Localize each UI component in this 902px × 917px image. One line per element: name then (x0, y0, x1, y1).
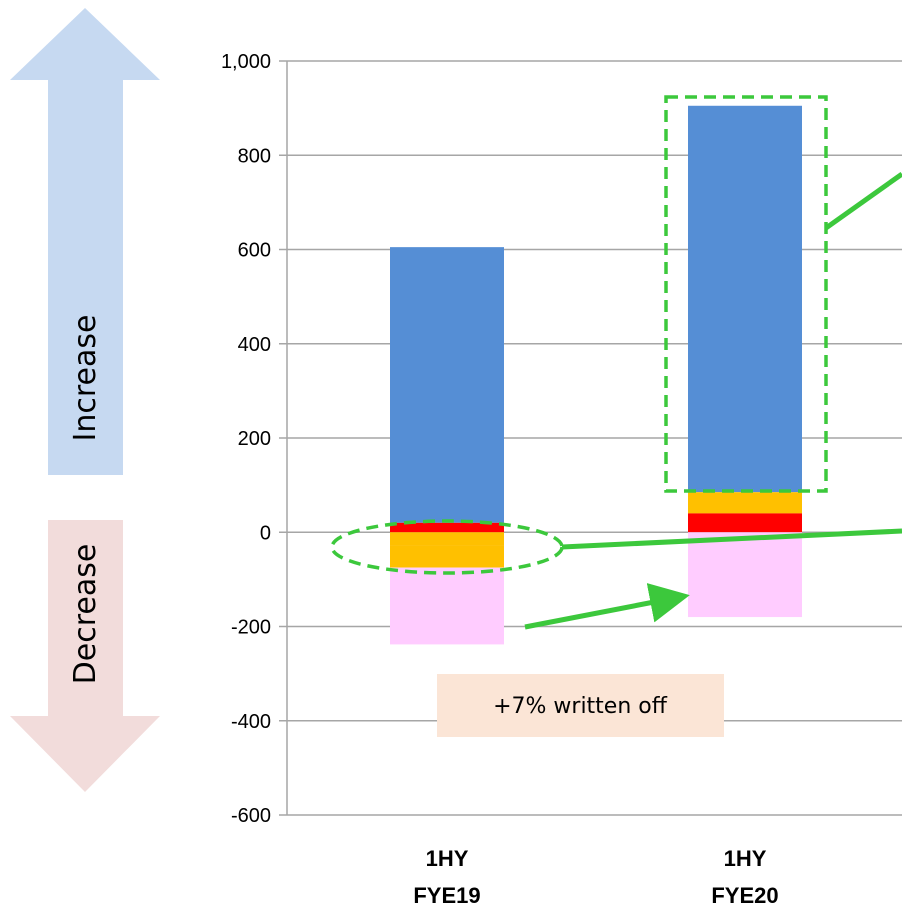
y-tick-label: 400 (238, 334, 271, 356)
y-tick-label: -600 (231, 805, 271, 827)
trend-arrow (524, 583, 690, 630)
y-tick-label: 1,000 (221, 51, 271, 73)
bar-segment (390, 522, 504, 533)
x-axis-categories: 1HY FYE19 1HY FYE20 (413, 846, 778, 908)
bar-segment (390, 247, 504, 523)
decrease-arrow-shape (10, 520, 160, 792)
x-category-label: 1HY (724, 846, 767, 871)
highlight-box-blue (664, 95, 828, 493)
x-category-label: FYE20 (711, 883, 778, 908)
bar-segment (688, 492, 802, 514)
decrease-label: Decrease (68, 544, 103, 685)
y-axis: 1,000 800 600 400 200 0 -200 -400 -600 (221, 51, 288, 827)
increase-label: Increase (68, 315, 103, 442)
note-text: +7% written off (493, 694, 668, 719)
bar-segment (688, 513, 802, 533)
increase-arrow-shape (10, 8, 160, 475)
bar-segment (390, 545, 504, 568)
bar-segments (390, 105, 802, 645)
bar-segment (688, 105, 802, 493)
note-box (437, 674, 724, 737)
x-category-label: 1HY (426, 846, 469, 871)
y-tick-label: 600 (238, 240, 271, 262)
y-tick-label: -200 (231, 617, 271, 639)
bar-segment (390, 532, 504, 546)
bar-segment (688, 532, 802, 618)
callout-line-middle (561, 528, 902, 550)
y-tick-label: 200 (238, 428, 271, 450)
bar-segment (390, 567, 504, 645)
y-tick-label: 0 (260, 522, 271, 544)
y-tick-label: 800 (238, 145, 271, 167)
x-category-label: FYE19 (413, 883, 480, 908)
y-tick-label: -400 (231, 711, 271, 733)
callout-line-top (824, 171, 902, 231)
